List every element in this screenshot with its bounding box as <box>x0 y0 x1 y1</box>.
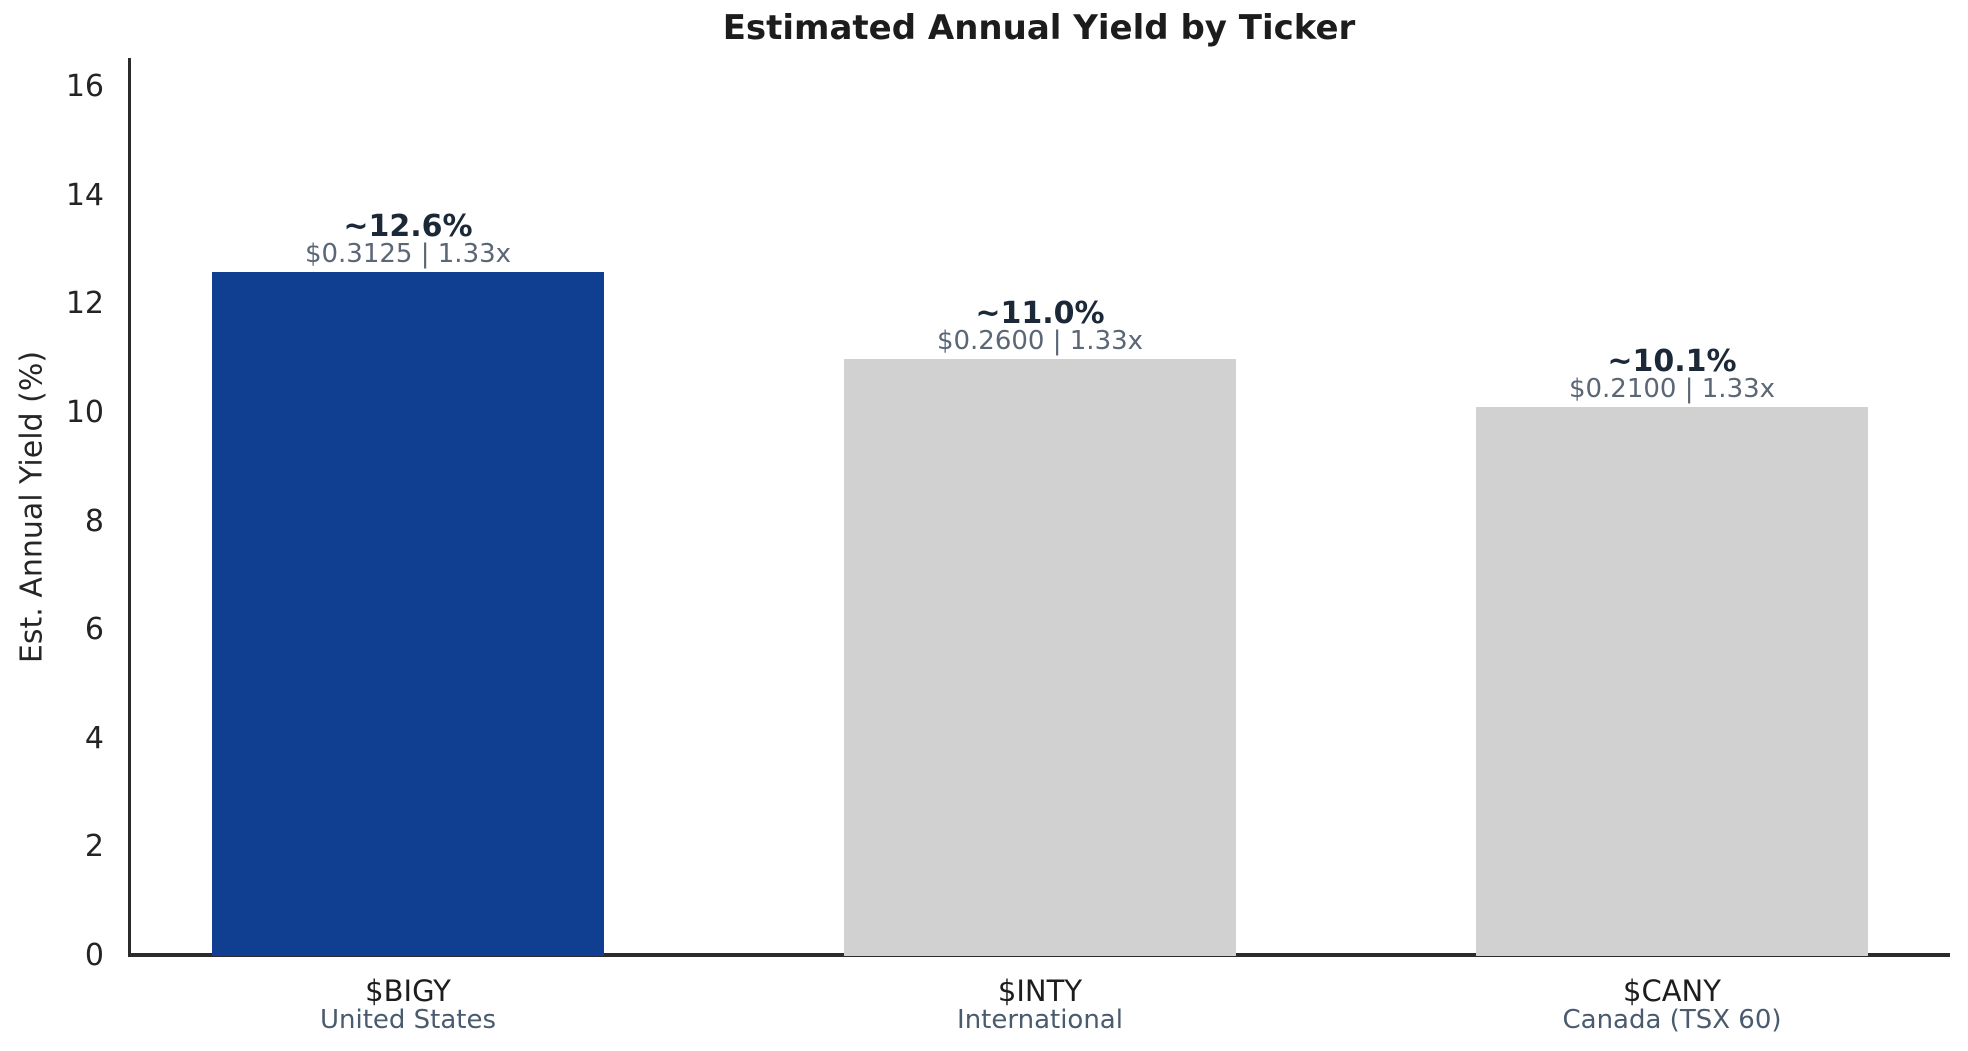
y-tick-label-0: 0 <box>84 938 104 973</box>
y-tick-label-10: 10 <box>65 394 104 430</box>
x-axis-label-cany: $CANY Canada (TSX 60) <box>1562 976 1781 1034</box>
bar-distribution-label: $0.2600 | 1.33x <box>936 325 1144 356</box>
bar-distribution-label: $0.3125 | 1.33x <box>304 238 512 269</box>
ticker-label: $CANY <box>1623 974 1721 1008</box>
region-label: Canada (TSX 60) <box>1562 1005 1782 1035</box>
ticker-label: $INTY <box>997 974 1083 1008</box>
bar-yield-label: ~12.6% <box>343 208 473 244</box>
y-axis-spine <box>128 58 131 957</box>
y-tick-label-4: 4 <box>84 720 104 756</box>
region-label: United States <box>319 1005 497 1035</box>
y-tick-label-16: 16 <box>65 69 104 104</box>
x-axis-label-bigy: $BIGY United States <box>320 976 496 1034</box>
bar-annotation-cany: ~10.1% $0.2100 | 1.33x <box>1568 344 1776 405</box>
y-tick-label-2: 2 <box>84 829 104 865</box>
ticker-label: $BIGY <box>365 974 451 1008</box>
y-tick-label-8: 8 <box>84 503 104 539</box>
bar-annotation-inty: ~11.0% $0.2600 | 1.33x <box>936 295 1144 356</box>
bar-distribution-label: $0.2100 | 1.33x <box>1568 374 1776 405</box>
chart-title: Estimated Annual Yield by Ticker <box>722 8 1356 48</box>
y-tick-label-14: 14 <box>65 177 104 213</box>
bar-yield-label: ~10.1% <box>1607 344 1737 380</box>
bar-yield-label: ~11.0% <box>975 295 1105 331</box>
bar-bigy <box>212 271 604 956</box>
region-label: International <box>957 1005 1123 1035</box>
bar-cany <box>1476 407 1868 956</box>
bar-inty <box>844 358 1236 956</box>
bar-annotation-bigy: ~12.6% $0.3125 | 1.33x <box>304 208 512 269</box>
y-tick-label-12: 12 <box>65 286 104 322</box>
y-tick-label-6: 6 <box>84 612 104 648</box>
x-axis-label-inty: $INTY International <box>957 976 1123 1034</box>
